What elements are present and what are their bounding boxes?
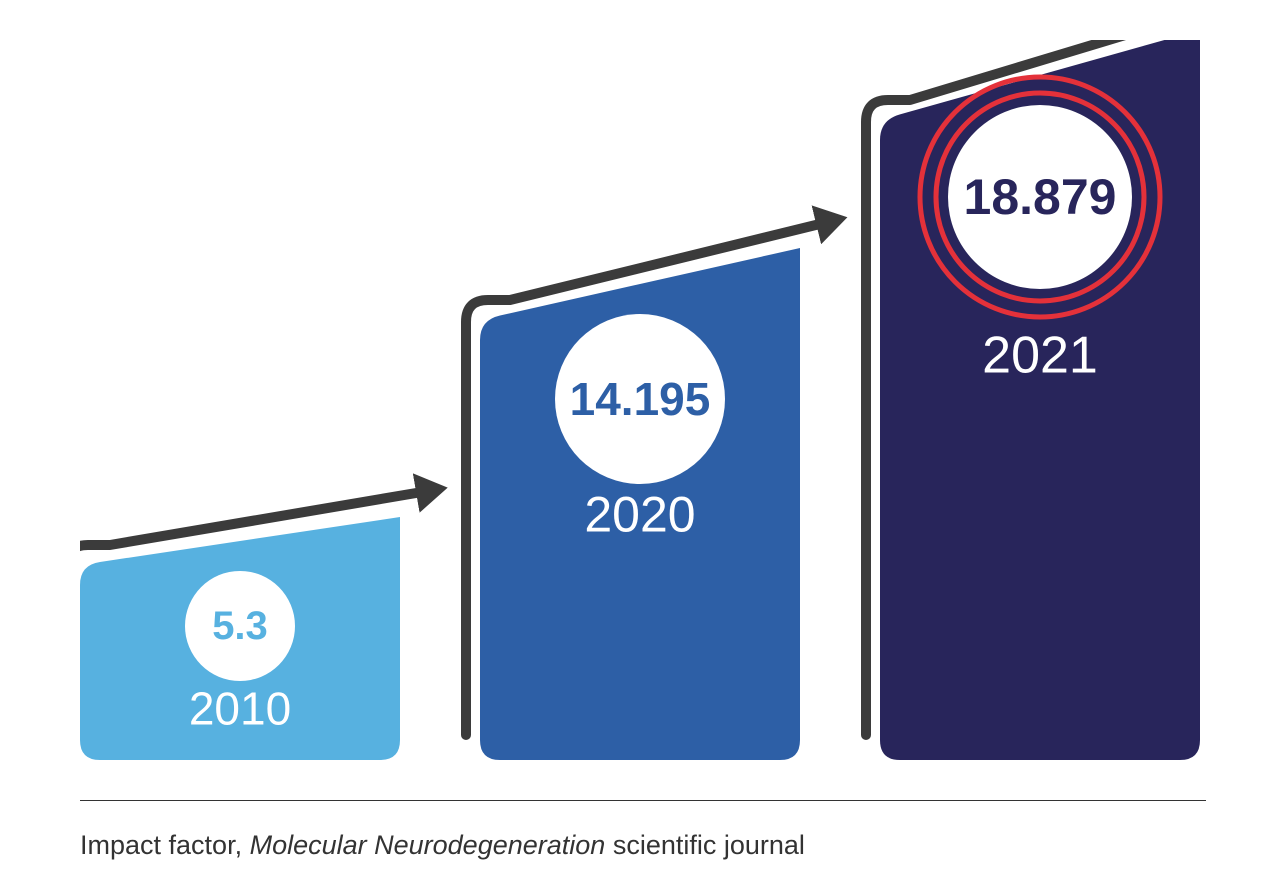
- bar-year: 2020: [584, 487, 695, 543]
- chart-bar: 14.195 2020: [466, 222, 828, 760]
- bar-year: 2010: [189, 683, 291, 735]
- bar-value: 5.3: [212, 604, 268, 648]
- bar-year: 2021: [982, 326, 1098, 384]
- caption-italic: Molecular Neurodegeneration: [250, 830, 606, 860]
- impact-factor-chart: 5.3 2010 14.195 2020 18.879 2021: [80, 40, 1206, 760]
- bar-value: 14.195: [570, 373, 711, 425]
- caption-prefix: Impact factor,: [80, 830, 250, 860]
- stage: 5.3 2010 14.195 2020 18.879 2021 Impact facto…: [0, 0, 1286, 890]
- caption-text: Impact factor, Molecular Neurodegenerati…: [80, 830, 1206, 861]
- chart-bar: 5.3 2010: [80, 491, 428, 760]
- divider-line: [80, 800, 1206, 801]
- caption-suffix: scientific journal: [605, 830, 805, 860]
- chart-bar: 18.879 2021: [866, 40, 1206, 760]
- chart-svg: 5.3 2010 14.195 2020 18.879 2021: [80, 40, 1206, 760]
- bar-value: 18.879: [964, 169, 1117, 225]
